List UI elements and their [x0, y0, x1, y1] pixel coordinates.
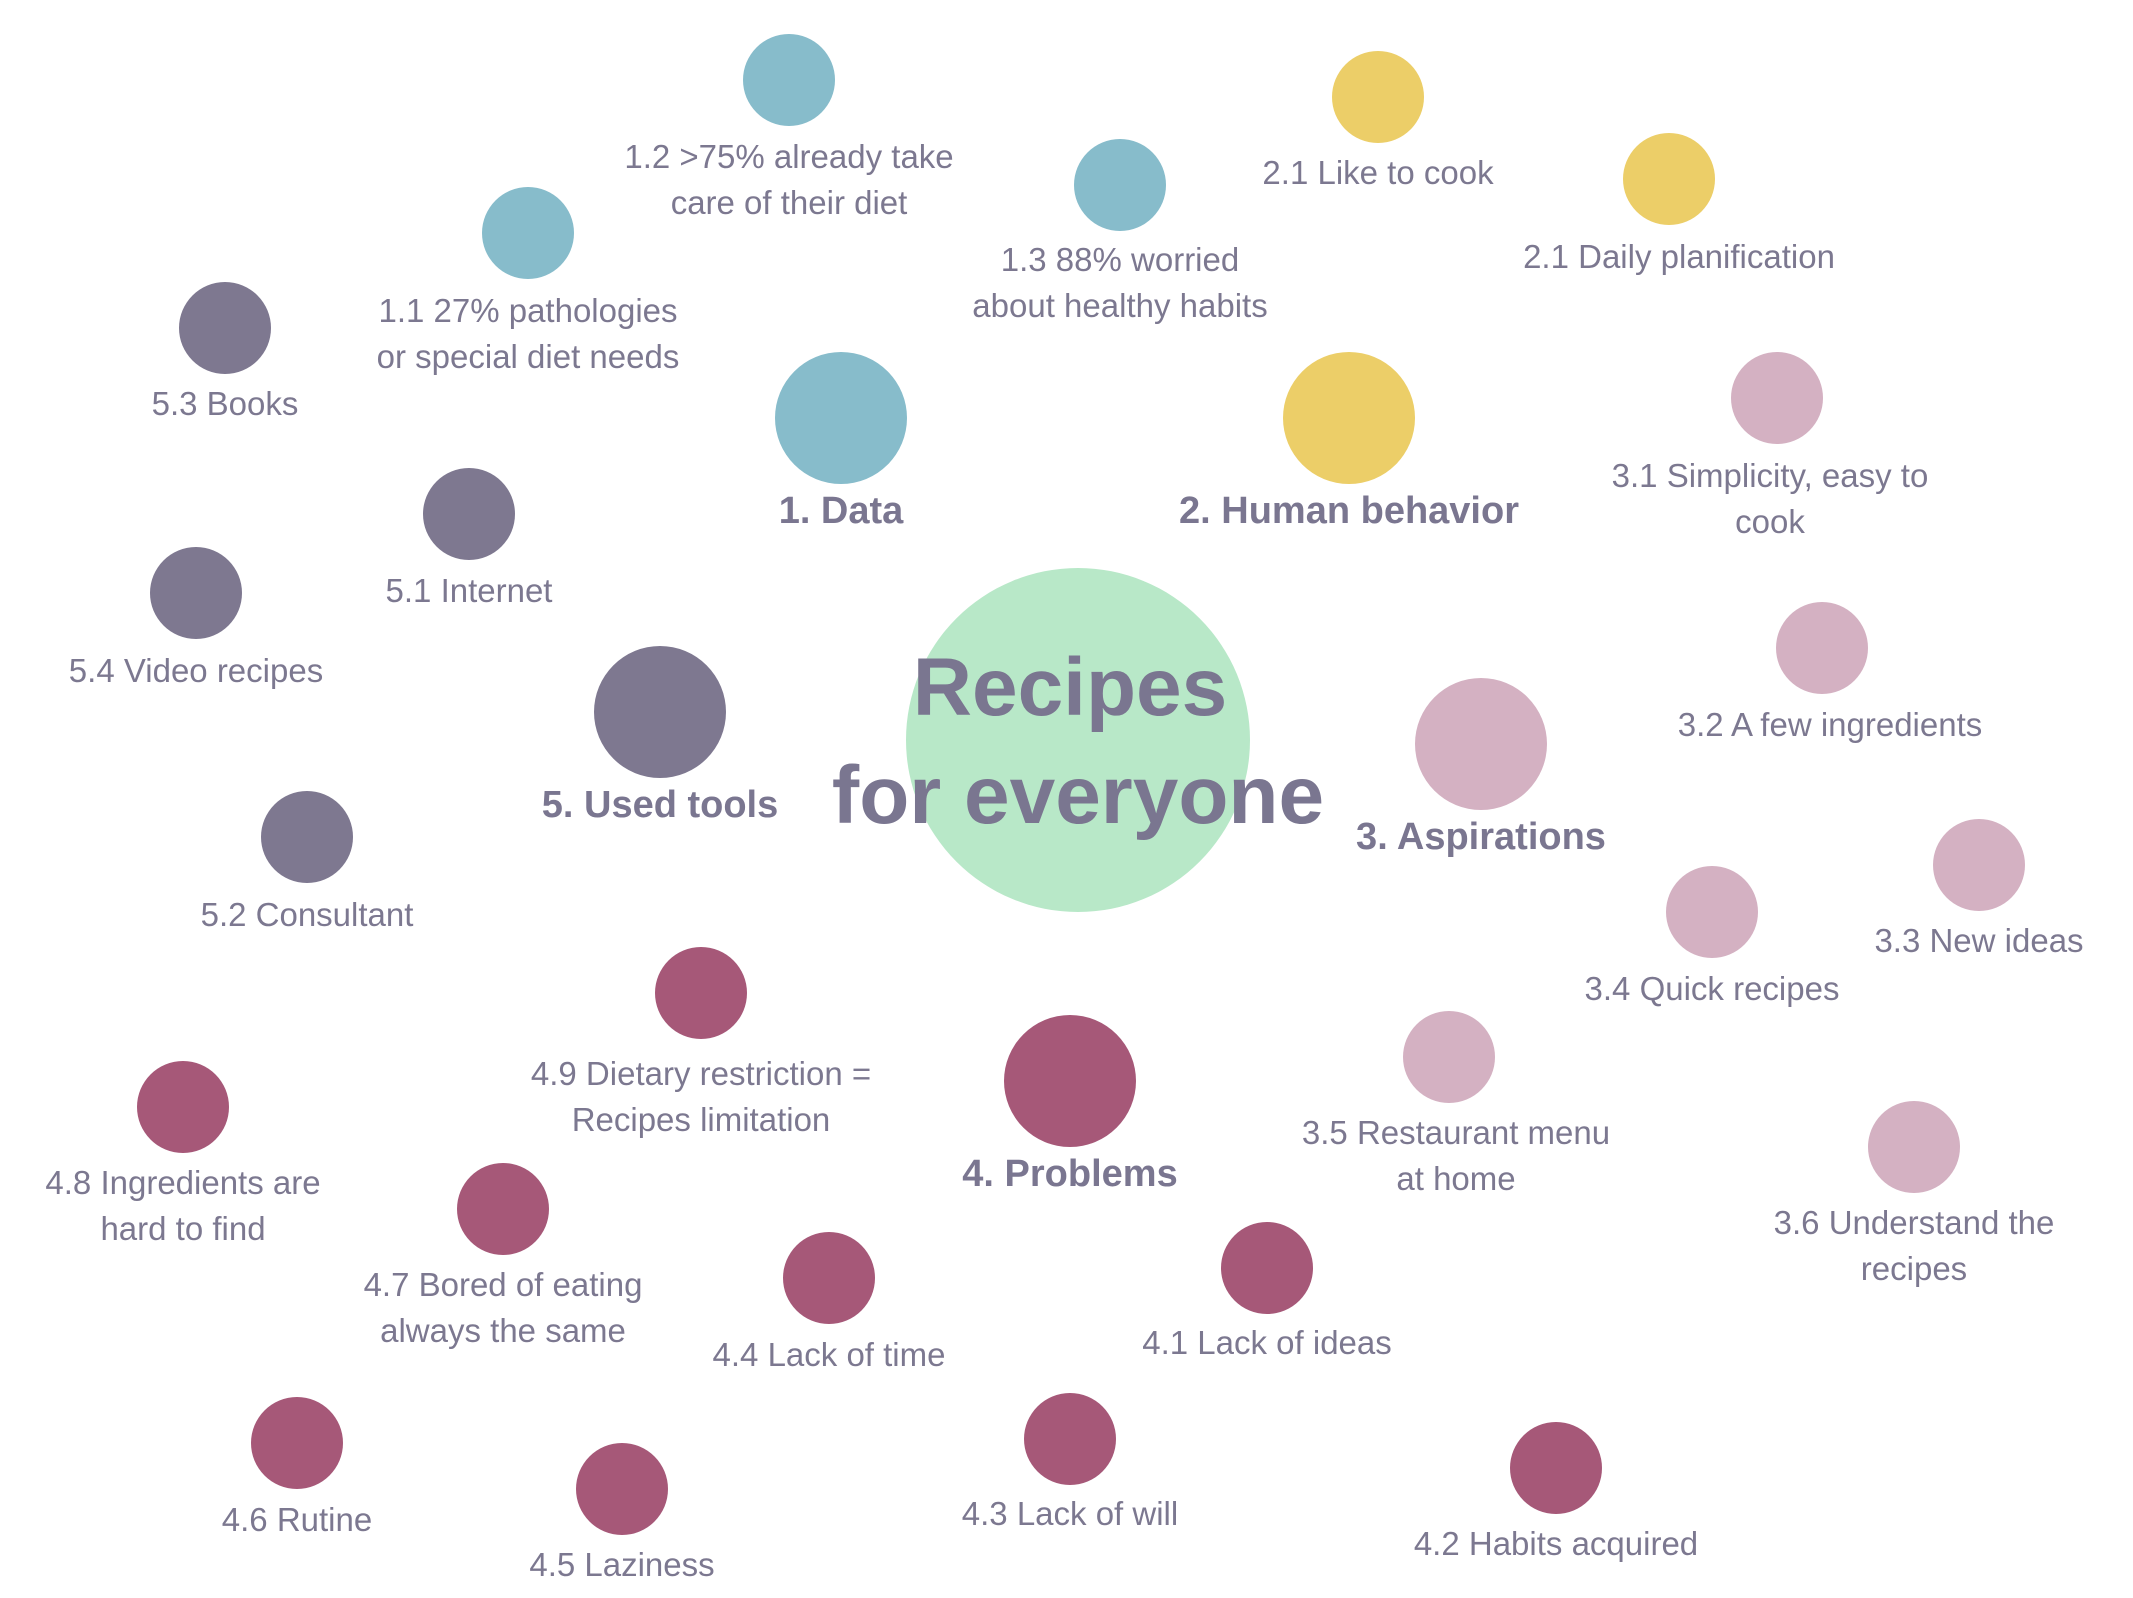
item-label-line: 3.5 Restaurant menu	[1301, 1114, 1611, 1151]
item-label-line: 4.8 Ingredients are	[45, 1164, 321, 1201]
item-label-line: 4.4 Lack of time	[712, 1336, 946, 1373]
item-4-1-circle	[1221, 1222, 1313, 1314]
item-4-8-circle	[137, 1061, 229, 1153]
item-3-1-circle	[1731, 352, 1823, 444]
item-label-line: about healthy habits	[972, 287, 1268, 324]
item-5-2-label: 5.2 Consultant	[201, 892, 414, 938]
category-data-circle	[775, 352, 907, 484]
item-3-4-circle	[1666, 866, 1758, 958]
category-data-label: 1. Data	[778, 490, 904, 532]
item-label-line: 3.6 Understand the	[1773, 1204, 2055, 1241]
item-3-1-label: 3.1 Simplicity, easy to cook	[1612, 453, 1929, 545]
center-circle	[906, 568, 1250, 912]
category-human-circle	[1283, 352, 1415, 484]
item-label-line: 4.6 Rutine	[221, 1501, 373, 1538]
item-2-1b-label: 2.1 Daily planification	[1523, 234, 1835, 280]
item-label-line: 2.1 Like to cook	[1262, 154, 1494, 191]
item-2-1b-circle	[1623, 133, 1715, 225]
category-human-label: 2. Human behavior	[1179, 490, 1519, 532]
item-2-1a-circle	[1332, 51, 1424, 143]
item-4-2-label: 4.2 Habits acquired	[1414, 1521, 1698, 1567]
item-4-8-label: 4.8 Ingredients are hard to find	[45, 1160, 320, 1252]
item-label-line: 4.7 Bored of eating	[363, 1266, 643, 1303]
item-3-5-label: 3.5 Restaurant menu at home	[1302, 1110, 1610, 1202]
item-label-line: 1.3 88% worried	[1000, 241, 1240, 278]
item-label-line: cook	[1735, 503, 1805, 540]
item-label-line: 4.3 Lack of will	[961, 1495, 1179, 1532]
category-aspirations-circle	[1415, 678, 1547, 810]
item-4-9-label: 4.9 Dietary restriction = Recipes limitat…	[531, 1051, 871, 1143]
item-label-line: 5.4 Video recipes	[68, 652, 324, 689]
item-label-line: recipes	[1860, 1250, 1968, 1287]
item-1-2-circle	[743, 34, 835, 126]
item-label-line: 1.1 27% pathologies	[378, 292, 678, 329]
category-tools-circle	[594, 646, 726, 778]
item-1-1-circle	[482, 187, 574, 279]
item-5-2-circle	[261, 791, 353, 883]
item-1-1-label: 1.1 27% pathologies or special diet needs	[377, 288, 680, 380]
item-5-1-circle	[423, 468, 515, 560]
item-label-line: or special diet needs	[376, 338, 680, 375]
category-tools-label: 5. Used tools	[541, 784, 779, 826]
item-label-line: 4.1 Lack of ideas	[1142, 1324, 1392, 1361]
item-label-line: 3.4 Quick recipes	[1584, 970, 1840, 1007]
item-label-line: Recipes limitation	[571, 1101, 831, 1138]
item-4-7-circle	[457, 1163, 549, 1255]
item-label-line: 2.1 Daily planification	[1523, 238, 1835, 275]
item-3-6-circle	[1868, 1101, 1960, 1193]
map-title-line-1: Recipes	[912, 642, 1228, 733]
item-3-4-label: 3.4 Quick recipes	[1585, 966, 1840, 1012]
item-5-4-label: 5.4 Video recipes	[69, 648, 323, 694]
item-label-line: 5.2 Consultant	[200, 896, 414, 933]
item-label-line: 5.3 Books	[151, 385, 299, 422]
item-4-3-label: 4.3 Lack of will	[962, 1491, 1178, 1537]
item-label-line: at home	[1396, 1160, 1516, 1197]
item-4-7-label: 4.7 Bored of eating always the same	[364, 1262, 643, 1354]
category-aspirations-label: 3. Aspirations	[1356, 816, 1606, 858]
item-5-4-circle	[150, 547, 242, 639]
item-5-1-label: 5.1 Internet	[386, 568, 553, 614]
item-4-2-circle	[1510, 1422, 1602, 1514]
item-label-line: always the same	[380, 1312, 626, 1349]
item-4-6-circle	[251, 1397, 343, 1489]
item-3-2-circle	[1776, 602, 1868, 694]
item-3-3-label: 3.3 New ideas	[1874, 918, 2083, 964]
item-4-4-circle	[783, 1232, 875, 1324]
item-4-5-circle	[576, 1443, 668, 1535]
item-label-line: 3.3 New ideas	[1874, 922, 2084, 959]
item-label-line: 5.1 Internet	[385, 572, 553, 609]
item-1-2-label: 1.2 >75% already take care of their diet	[624, 134, 953, 226]
item-4-6-label: 4.6 Rutine	[222, 1497, 372, 1543]
item-4-4-label: 4.4 Lack of time	[713, 1332, 946, 1378]
item-label-line: 4.5 Laziness	[529, 1546, 715, 1583]
item-label-line: 4.2 Habits acquired	[1413, 1525, 1699, 1562]
item-5-3-circle	[179, 282, 271, 374]
item-5-3-label: 5.3 Books	[152, 381, 299, 427]
item-1-3-label: 1.3 88% worried about healthy habits	[972, 237, 1267, 329]
item-4-1-label: 4.1 Lack of ideas	[1142, 1320, 1392, 1366]
item-label-line: 3.1 Simplicity, easy to	[1611, 457, 1929, 494]
item-label-line: 3.2 A few ingredients	[1677, 706, 1983, 743]
item-3-3-circle	[1933, 819, 2025, 911]
item-label-line: 1.2 >75% already take	[624, 138, 954, 175]
item-2-1a-label: 2.1 Like to cook	[1262, 150, 1493, 196]
item-4-3-circle	[1024, 1393, 1116, 1485]
map-title-line-2: for everyone	[831, 750, 1325, 841]
item-3-6-label: 3.6 Understand the recipes	[1774, 1200, 2055, 1292]
item-label-line: care of their diet	[670, 184, 908, 221]
item-4-5-label: 4.5 Laziness	[529, 1542, 714, 1588]
item-label-line: hard to find	[100, 1210, 266, 1247]
item-3-2-label: 3.2 A few ingredients	[1678, 702, 1983, 748]
item-label-line: 4.9 Dietary restriction =	[530, 1055, 872, 1092]
item-1-3-circle	[1074, 139, 1166, 231]
item-4-9-circle	[655, 947, 747, 1039]
category-problems-circle	[1004, 1015, 1136, 1147]
item-3-5-circle	[1403, 1011, 1495, 1103]
category-problems-label: 4. Problems	[962, 1153, 1178, 1195]
